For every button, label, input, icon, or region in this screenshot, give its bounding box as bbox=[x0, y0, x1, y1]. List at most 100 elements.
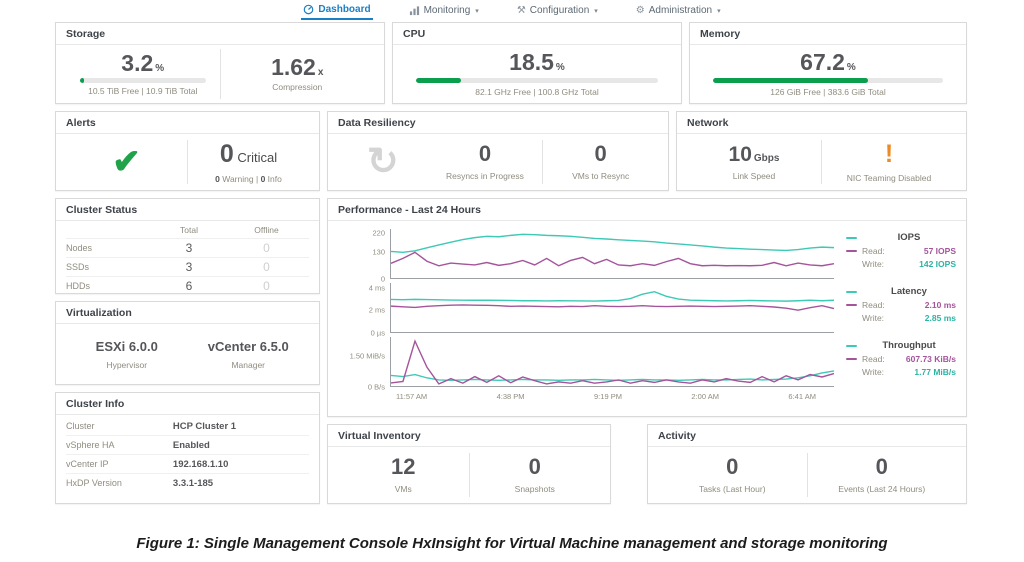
vms-label: VMs bbox=[394, 484, 412, 494]
nav-tab-configuration[interactable]: ⚒ Configuration ▾ bbox=[515, 3, 600, 20]
nic-teaming-label: NIC Teaming Disabled bbox=[846, 172, 932, 183]
chevron-down-icon: ▾ bbox=[717, 7, 721, 15]
cpu-panel-title: CPU bbox=[393, 23, 681, 45]
info-row-vsphere-ha: vSphere HA Enabled bbox=[66, 436, 309, 455]
x-axis-label: 4:38 PM bbox=[496, 392, 525, 401]
data-resiliency-panel-title: Data Resiliency bbox=[328, 112, 668, 134]
throughput-chart-row: 1.50 MiB/s 0 B/s Throughput Read: 607.73 … bbox=[338, 337, 956, 392]
throughput-legend: Throughput Read: 607.73 KiB/s Write: 1.7… bbox=[834, 337, 956, 387]
y-axis-tick: 4 ms bbox=[368, 283, 385, 293]
divider bbox=[187, 140, 188, 184]
figure-caption: Figure 1: Single Management Console HxIn… bbox=[136, 535, 888, 552]
check-icon: ✔ bbox=[112, 143, 141, 181]
nav-tab-dashboard[interactable]: Dashboard bbox=[301, 3, 373, 20]
cluster-info-title: Cluster Info bbox=[56, 393, 319, 415]
info-row-vcenter-ip: vCenter IP 192.168.1.10 bbox=[66, 455, 309, 474]
write-series-swatch bbox=[846, 290, 857, 293]
latency-y-axis: 4 ms 2 ms 0 µs bbox=[338, 283, 390, 337]
time-axis: 11:57 AM 4:38 PM 9:19 PM 2:00 AM 6:41 AM bbox=[390, 391, 834, 401]
top-nav: Dashboard Monitoring ▾ ⚒ Configuration ▾… bbox=[0, 3, 1024, 20]
memory-detail: 126 GiB Free | 383.6 GiB Total bbox=[770, 87, 886, 97]
cpu-detail: 82.1 GHz Free | 100.8 GHz Total bbox=[475, 87, 599, 97]
nav-tab-monitoring[interactable]: Monitoring ▾ bbox=[407, 3, 481, 20]
virtualization-panel: Virtualization ESXi 6.0.0 Hypervisor vCe… bbox=[55, 301, 320, 385]
write-series-line bbox=[391, 371, 834, 380]
storage-usage-bar bbox=[79, 78, 206, 83]
table-row-ssds: SSDs 3 0 bbox=[66, 257, 309, 276]
compression-label: Compression bbox=[272, 82, 323, 92]
cpu-usage-bar-fill bbox=[416, 78, 462, 83]
write-series-line bbox=[391, 292, 834, 301]
hypervisor-label: Hypervisor bbox=[106, 359, 148, 370]
dashboard: Storage 3.2% 10.5 TiB Free | 10.9 TiB To… bbox=[55, 22, 967, 504]
divider bbox=[542, 140, 544, 184]
y-axis-tick: 0 µs bbox=[370, 328, 385, 338]
alerts-panel-title: Alerts bbox=[56, 112, 319, 134]
tasks-count: 0 bbox=[726, 454, 739, 479]
latency-chart-svg bbox=[391, 283, 834, 332]
monitoring-icon bbox=[409, 6, 419, 16]
memory-usage-bar-fill bbox=[712, 78, 868, 83]
read-series-swatch bbox=[846, 249, 857, 252]
vms-to-resync-label: VMs to Resync bbox=[572, 171, 630, 181]
storage-usage-bar-fill bbox=[79, 78, 84, 83]
alerts-panel: Alerts ✔ 0 Critical 0 Warning | 0 Info bbox=[55, 111, 320, 191]
sync-icon: ↻ bbox=[366, 141, 399, 183]
cluster-status-title: Cluster Status bbox=[56, 199, 319, 221]
warning-info-counts: 0 Warning | 0 Info bbox=[215, 174, 282, 184]
x-axis-label: 9:19 PM bbox=[594, 392, 622, 401]
x-axis-label: 6:41 AM bbox=[788, 392, 816, 401]
y-axis-tick: 0 B/s bbox=[367, 382, 385, 392]
snapshots-label: Snapshots bbox=[514, 484, 555, 494]
snapshots-count: 0 bbox=[528, 454, 541, 479]
y-axis-tick: 220 bbox=[372, 228, 385, 238]
cluster-status-header-row: Total Offline bbox=[66, 223, 309, 238]
y-axis-tick: 1.50 MiB/s bbox=[349, 351, 385, 361]
nav-label: Administration bbox=[648, 5, 713, 16]
info-row-hxdp-version: HxDP Version 3.3.1-185 bbox=[66, 478, 214, 489]
nav-label: Monitoring bbox=[423, 5, 471, 16]
divider bbox=[468, 453, 470, 497]
virtual-inventory-title: Virtual Inventory bbox=[328, 425, 610, 447]
table-row-nodes: Nodes 3 0 bbox=[66, 238, 309, 257]
y-axis-tick: 2 ms bbox=[368, 305, 385, 315]
read-series-line bbox=[391, 252, 834, 265]
iops-chart-svg bbox=[391, 229, 834, 278]
memory-usage-bar bbox=[712, 78, 944, 83]
chevron-down-icon: ▾ bbox=[594, 7, 598, 15]
latency-chart-row: 4 ms 2 ms 0 µs Latency Read: 2.10 ms Write… bbox=[338, 283, 956, 338]
x-axis-label: 2:00 AM bbox=[691, 392, 719, 401]
cpu-usage-bar bbox=[416, 78, 658, 83]
throughput-chart-svg bbox=[391, 337, 834, 386]
virtual-inventory-panel: Virtual Inventory 12 VMs 0 Snapshots bbox=[327, 424, 611, 504]
nav-label: Configuration bbox=[529, 5, 590, 16]
nav-tab-administration[interactable]: ⚙ Administration ▾ bbox=[634, 3, 723, 20]
cluster-status-panel: Cluster Status Total Offline Nodes 3 0 bbox=[55, 198, 320, 294]
divider bbox=[821, 140, 822, 184]
throughput-chart bbox=[390, 337, 834, 387]
warning-icon: ! bbox=[884, 139, 894, 168]
iops-y-axis: 220 130 0 bbox=[338, 228, 390, 284]
read-series-line bbox=[391, 305, 834, 310]
link-speed-label: Link Speed bbox=[732, 170, 776, 181]
manager-version: vCenter 6.5.0 bbox=[207, 338, 289, 354]
divider bbox=[806, 453, 808, 497]
manager-label: Manager bbox=[231, 359, 266, 370]
events-label: Events (Last 24 Hours) bbox=[838, 484, 926, 494]
storage-detail: 10.5 TiB Free | 10.9 TiB Total bbox=[88, 86, 198, 96]
memory-panel: Memory 67.2% 126 GiB Free | 383.6 GiB To… bbox=[689, 22, 967, 104]
table-row-hdds: HDDs 6 0 bbox=[66, 276, 309, 295]
read-series-line bbox=[391, 341, 834, 384]
y-axis-tick: 130 bbox=[372, 247, 385, 257]
performance-panel: Performance - Last 24 Hours 220 130 0 IOPS… bbox=[327, 198, 967, 417]
critical-count: 0 Critical bbox=[219, 140, 278, 168]
performance-title: Performance - Last 24 Hours bbox=[328, 199, 966, 221]
iops-chart bbox=[390, 229, 834, 279]
link-speed-value: 10 Gbps bbox=[728, 142, 780, 166]
data-resiliency-panel: Data Resiliency ↻ 0 Resyncs in Progress … bbox=[327, 111, 669, 191]
info-row-cluster: Cluster HCP Cluster 1 bbox=[66, 417, 309, 436]
iops-legend: IOPS Read: 57 IOPS Write: 142 IOPS bbox=[834, 229, 956, 279]
y-axis-tick: 0 bbox=[380, 274, 385, 284]
vms-to-resync-count: 0 bbox=[594, 141, 607, 166]
memory-usage-value: 67.2% bbox=[800, 49, 856, 75]
